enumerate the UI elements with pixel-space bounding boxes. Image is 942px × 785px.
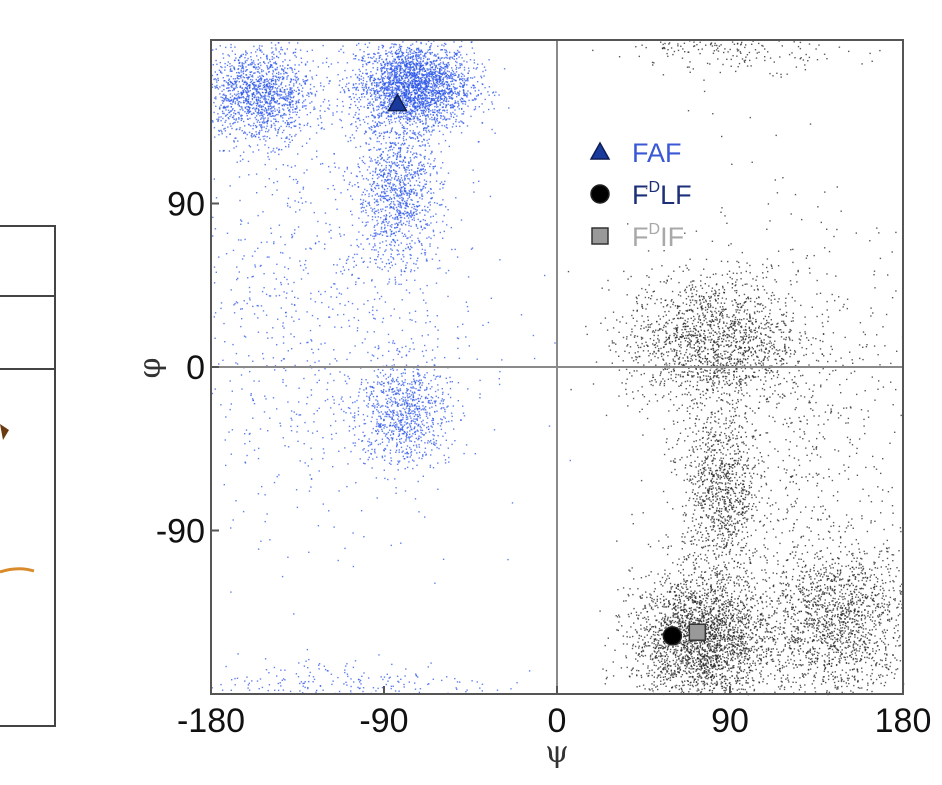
y-tick-label: 90 [167,186,205,224]
legend-label-sup: D [649,179,661,196]
legend-marker [591,227,609,245]
x-tick-label: -90 [359,702,408,740]
density-cluster [332,74,475,319]
density-cluster [211,42,571,615]
y-tick-label: 0 [186,349,205,387]
tick-labels: -180 -90 0 90 180 90 0 -90 [156,186,932,741]
legend-label: FAF [632,138,682,168]
x-axis-label: ψ [545,735,569,770]
legend-item: FDLF [590,179,692,210]
highlight-point-marker [662,626,683,646]
x-tick-label: 180 [875,702,932,740]
density-cluster [304,40,510,175]
density-cluster [663,344,805,638]
density-cluster [211,42,376,170]
x-tick-label: 90 [711,702,749,740]
density-cluster [211,648,531,695]
legend-label-rest: IF [660,222,684,252]
legend-label-sup: D [649,221,661,238]
legend-label-main: FAF [632,138,682,168]
x-tick-label: 0 [548,702,567,740]
density-cluster [567,222,852,442]
y-tick-label: -90 [156,513,205,551]
highlight-point-marker [387,93,408,112]
scatter-density-layer [211,40,905,696]
highlight-point-marker [688,623,707,641]
highlighted-points [387,93,707,646]
legend-label: FDIF [632,221,684,252]
left-panel-structure-orange [0,567,35,574]
legend-label-rest: LF [660,180,692,210]
legend-item: FAF [589,138,682,168]
density-cluster [585,90,904,690]
legend-label: FDLF [632,179,692,210]
legend-marker [589,141,611,160]
left-panel-structure-dark [0,424,9,440]
legend-marker [590,184,610,204]
tick-marks [210,202,904,694]
density-cluster [592,40,881,81]
legend-item: FDIF [591,221,684,252]
legend-label-main: F [632,222,649,252]
left-panel-fragment [0,225,56,727]
left-panel-frame [0,225,56,727]
density-cluster [715,489,905,696]
x-tick-label: -180 [177,702,245,740]
legend-label-main: F [632,180,649,210]
y-axis-label: φ [133,357,168,378]
density-cluster [331,295,481,494]
